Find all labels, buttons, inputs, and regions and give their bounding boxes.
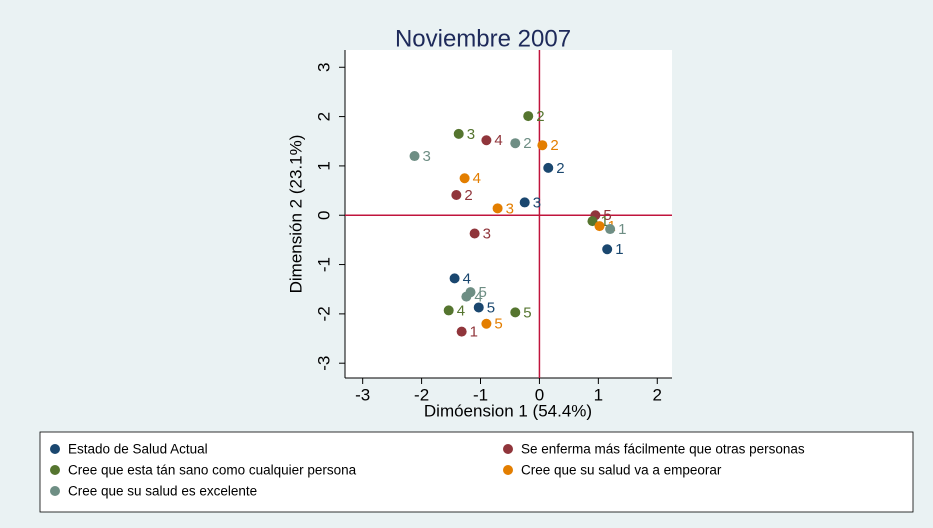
legend-label: Se enferma más fácilmente que otras pers…: [521, 442, 805, 457]
y-tick-label: -2: [314, 306, 333, 321]
point: [469, 228, 480, 239]
point-label: 4: [474, 289, 482, 306]
y-tick-label: 0: [314, 210, 333, 219]
chart-title: Noviembre 2007: [395, 25, 571, 52]
x-tick-label: 1: [594, 385, 603, 404]
legend-marker: [503, 465, 513, 475]
legend-label: Cree que su salud va a empeorar: [521, 463, 722, 478]
x-tick-label: 0: [535, 385, 544, 404]
point-label: 1: [618, 221, 626, 238]
point-label: 2: [523, 135, 531, 152]
point: [510, 307, 521, 318]
point: [453, 128, 464, 139]
point-label: 5: [494, 316, 502, 333]
y-tick-label: 2: [314, 112, 333, 121]
point: [481, 318, 492, 329]
y-axis-title: Dimensión 2 (23.1%): [286, 135, 305, 294]
point: [587, 216, 598, 227]
y-tick-label: 3: [314, 63, 333, 72]
x-axis-title: Dimóension 1 (54.4%): [424, 401, 592, 420]
legend: [39, 431, 914, 513]
x-tick-label: -1: [473, 385, 488, 404]
legend-marker: [50, 444, 60, 454]
point-label: 2: [536, 108, 544, 125]
point: [523, 111, 534, 122]
point: [473, 302, 484, 313]
point: [492, 203, 503, 214]
legend-marker: [503, 444, 513, 454]
point-label: 2: [556, 160, 564, 177]
legend-marker: [50, 486, 60, 496]
point-label: 4: [473, 170, 481, 187]
point: [456, 326, 467, 337]
point-label: 5: [523, 304, 531, 321]
point: [409, 151, 420, 162]
point-label: 5: [487, 299, 495, 316]
point-label: 3: [506, 200, 514, 217]
point: [605, 224, 616, 235]
point: [543, 162, 554, 173]
point: [537, 140, 548, 151]
point: [451, 190, 462, 201]
point-label: 2: [550, 137, 558, 154]
point-label: 4: [457, 302, 465, 319]
plot-area: [345, 50, 672, 378]
point-label: 4: [463, 270, 471, 287]
y-tick-label: -3: [314, 356, 333, 371]
point: [481, 135, 492, 146]
point-label: 5: [478, 284, 486, 301]
point-label: 3: [423, 148, 431, 165]
point: [443, 305, 454, 316]
point: [602, 244, 613, 255]
point-label: 1: [615, 241, 623, 258]
legend-label: Estado de Salud Actual: [68, 442, 208, 457]
point-label: 5: [603, 207, 611, 224]
point: [594, 221, 605, 232]
point-label: 1: [470, 324, 478, 341]
point: [465, 287, 476, 298]
point: [519, 197, 530, 208]
legend-marker: [50, 465, 60, 475]
point-label: 1: [600, 213, 608, 230]
point: [459, 173, 470, 184]
x-tick-label: -2: [414, 385, 429, 404]
y-tick-label: -1: [314, 257, 333, 272]
legend-label: Cree que su salud es excelente: [68, 484, 257, 499]
y-tick-label: 1: [314, 161, 333, 170]
x-tick-label: 2: [653, 385, 662, 404]
point-label: 3: [533, 194, 541, 211]
legend-label: Cree que esta tán sano como cualquier pe…: [68, 463, 357, 478]
point-label: 3: [467, 126, 475, 143]
point-label: 4: [494, 132, 502, 149]
x-tick-label: -3: [355, 385, 370, 404]
point-label: 2: [464, 187, 472, 204]
point: [510, 138, 521, 149]
point-label: 3: [483, 225, 491, 242]
point: [449, 273, 460, 284]
